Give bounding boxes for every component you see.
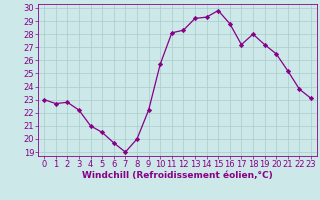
X-axis label: Windchill (Refroidissement éolien,°C): Windchill (Refroidissement éolien,°C) [82, 171, 273, 180]
